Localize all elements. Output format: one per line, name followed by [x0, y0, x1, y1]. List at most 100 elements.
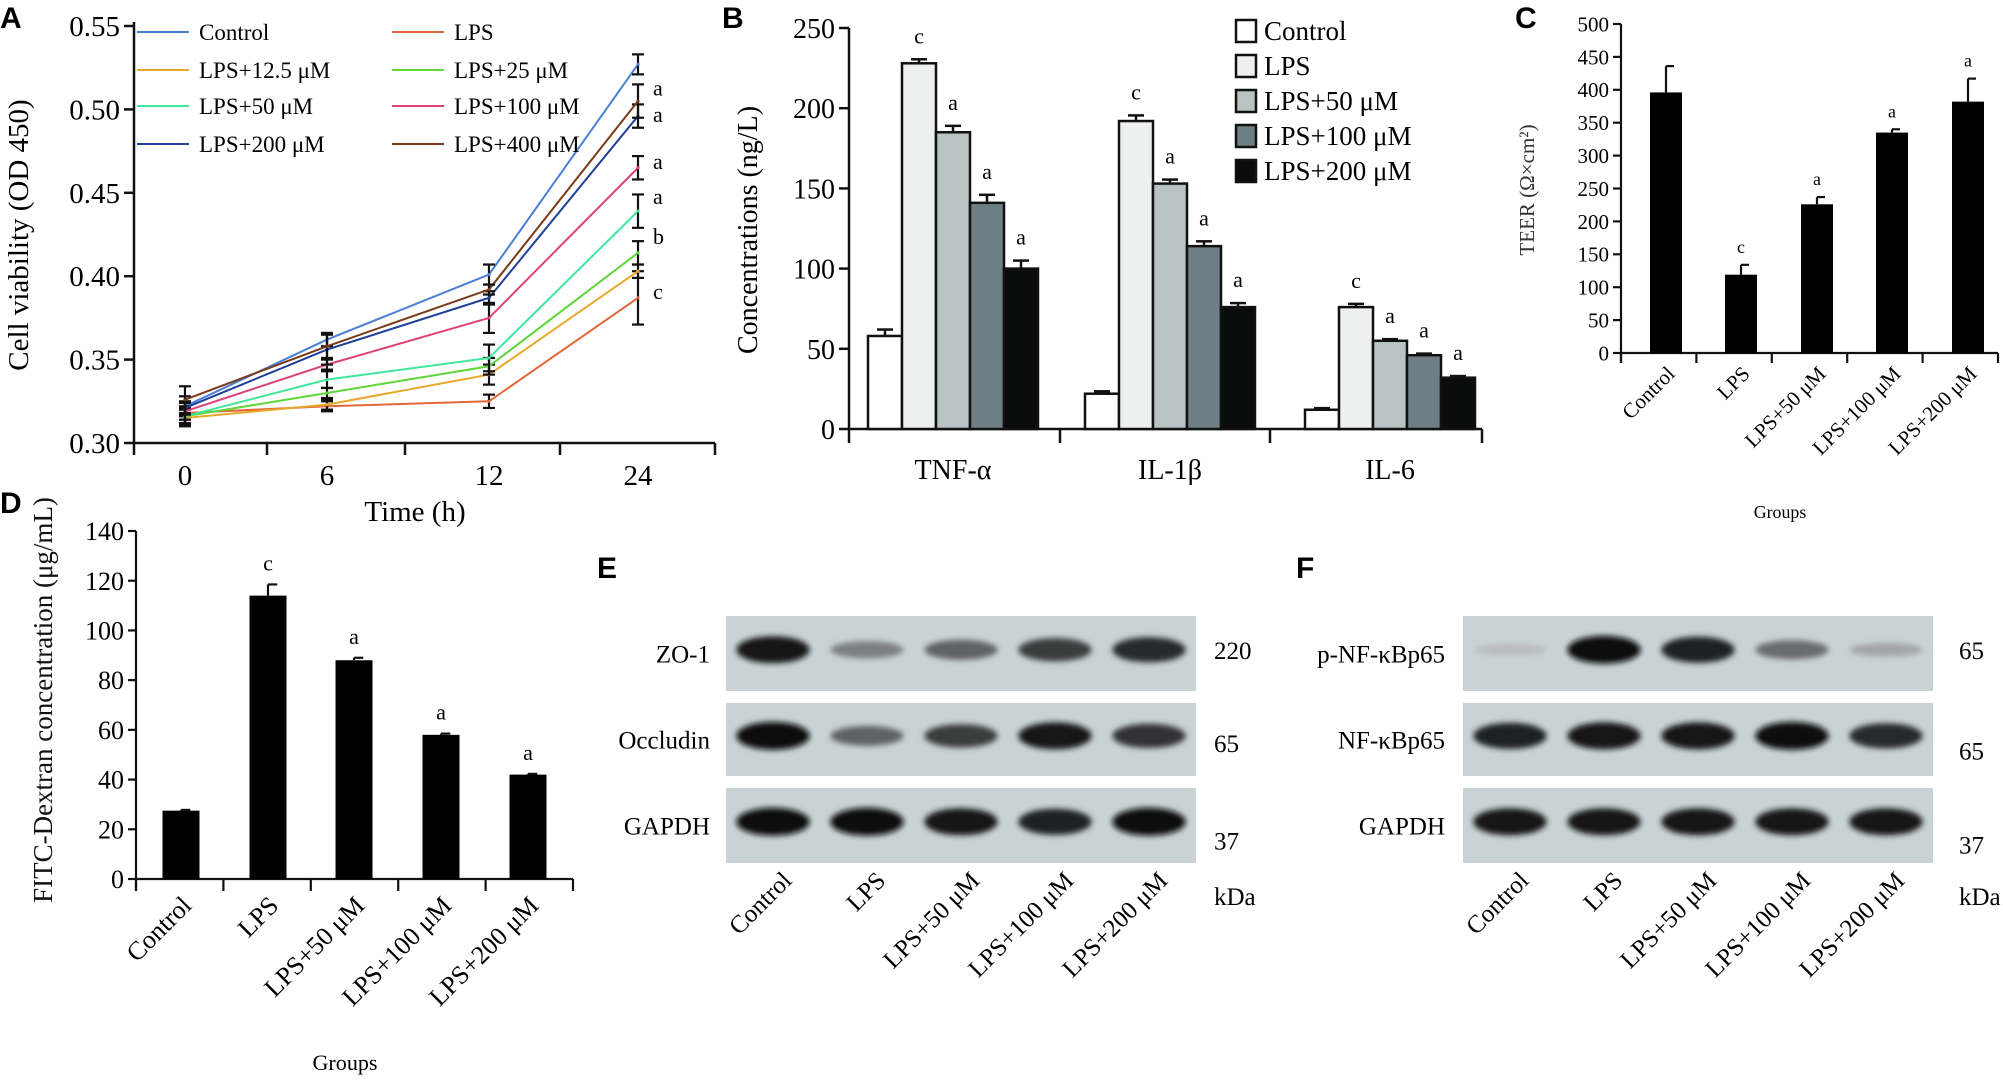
legend-swatch	[1234, 123, 1258, 149]
lane-label: Control	[1461, 867, 1534, 940]
significance-label: a	[1813, 169, 1821, 189]
data-point	[487, 287, 491, 292]
significance-label: a	[1964, 51, 1972, 71]
category-label: Control	[121, 891, 198, 968]
kda-label: 37	[1214, 829, 1239, 856]
data-point	[487, 316, 491, 320]
significance-label: a	[948, 90, 958, 115]
data-point	[487, 356, 491, 360]
y-tick-label: 0.35	[69, 345, 120, 377]
protein-label: GAPDH	[624, 814, 710, 841]
blot-band	[830, 641, 904, 659]
data-point	[183, 398, 187, 402]
y-tick-label: 20	[98, 815, 124, 844]
legend-label: LPS	[454, 20, 494, 45]
y-tick-label: 0.45	[69, 178, 120, 210]
data-point	[636, 251, 640, 255]
blot-band	[1112, 807, 1186, 836]
blot-band	[1755, 640, 1829, 660]
significance-label: a	[1453, 340, 1463, 365]
panel-letter-f: F	[1296, 552, 1314, 585]
protein-label: NF-κBp65	[1338, 728, 1445, 755]
y-tick-label: 300	[1578, 144, 1610, 168]
x-tick-label: 24	[624, 460, 654, 492]
blot-band	[1755, 808, 1829, 836]
x-tick-label: 0	[178, 460, 193, 492]
kda-unit-label: kDa	[1214, 884, 1256, 911]
y-tick-label: 80	[98, 666, 124, 695]
kda-label: 220	[1214, 638, 1252, 665]
kda-label: 65	[1214, 731, 1239, 758]
legend-label: LPS+25 μM	[454, 58, 568, 83]
data-point	[636, 269, 640, 273]
lane-label: Control	[724, 867, 797, 940]
bar-4-1	[1219, 305, 1257, 431]
blot-band	[736, 807, 810, 836]
blot-band	[924, 639, 998, 660]
significance-label: a	[1419, 318, 1429, 343]
legend-label: LPS+400 μM	[454, 132, 580, 157]
x-axis-title: Time (h)	[364, 496, 465, 528]
bar-3-1	[1185, 244, 1223, 431]
significance-label: c	[1351, 268, 1361, 293]
significance-label: c	[263, 550, 273, 575]
x-axis-title: Groups	[312, 1050, 377, 1075]
significance-label: a	[1016, 225, 1026, 250]
y-tick-label: 50	[807, 335, 835, 366]
blot-band	[1849, 808, 1923, 836]
y-tick-label: 0.30	[69, 428, 120, 460]
y-tick-label: 0	[821, 415, 835, 446]
blot-band	[1661, 636, 1735, 663]
blot-band	[924, 724, 998, 748]
data-point	[636, 209, 640, 213]
legend-swatch	[1234, 53, 1258, 79]
legend-swatch	[1234, 88, 1258, 114]
legend-label: Control	[199, 20, 269, 45]
y-tick-label: 200	[793, 94, 835, 125]
significance-label: c	[914, 23, 924, 48]
y-tick-label: 150	[793, 174, 835, 205]
lane-label: LPS	[1579, 867, 1629, 917]
kda-label: 65	[1959, 638, 1984, 665]
protein-label: p-NF-κBp65	[1317, 642, 1445, 669]
legend-label: LPS+12.5 μM	[199, 58, 330, 83]
panel-letter-a: A	[0, 2, 22, 35]
category-label: TNF-α	[915, 455, 992, 486]
y-tick-label: 0	[111, 865, 124, 894]
bar-2	[335, 660, 373, 879]
panel-c-bar-chart: 0 50 100 150 200 250 300 350 400 450 500 Control c LP…	[1515, 12, 2000, 522]
data-point	[636, 62, 640, 66]
y-tick-label: 60	[98, 716, 124, 745]
blot-band	[1473, 722, 1547, 749]
panel-a-line-chart: 0.30 0.35 0.40 0.45 0.50 0.55 0 6 12 24 Time (h) Ce…	[3, 11, 717, 528]
blot-band	[736, 636, 810, 664]
y-tick-label: 250	[1578, 177, 1610, 201]
bar-2-0	[934, 131, 972, 431]
blot-band	[830, 725, 904, 746]
blot-band	[736, 721, 810, 750]
significance-label: a	[436, 700, 446, 725]
y-tick-label: 50	[1588, 308, 1609, 332]
protein-label: GAPDH	[1359, 814, 1445, 841]
significance-label: a	[349, 624, 359, 649]
series-line-4	[184, 210, 639, 418]
legend-swatch	[1234, 158, 1258, 184]
legend-label: LPS+50 μM	[1264, 86, 1398, 116]
legend-label: LPS+100 μM	[454, 94, 580, 119]
bar-3-2	[1405, 353, 1443, 431]
y-tick-label: 0.40	[69, 261, 120, 293]
significance-label: a	[1199, 205, 1209, 230]
blot-band	[1567, 635, 1641, 664]
data-point	[325, 378, 329, 382]
bar-1	[1725, 274, 1757, 353]
y-tick-label: 350	[1578, 111, 1610, 135]
legend-swatch	[1234, 18, 1258, 44]
bar-1-0	[900, 62, 938, 431]
significance-label: a	[653, 102, 663, 127]
protein-label: Occludin	[618, 728, 710, 755]
y-tick-label: 0	[1599, 341, 1610, 365]
